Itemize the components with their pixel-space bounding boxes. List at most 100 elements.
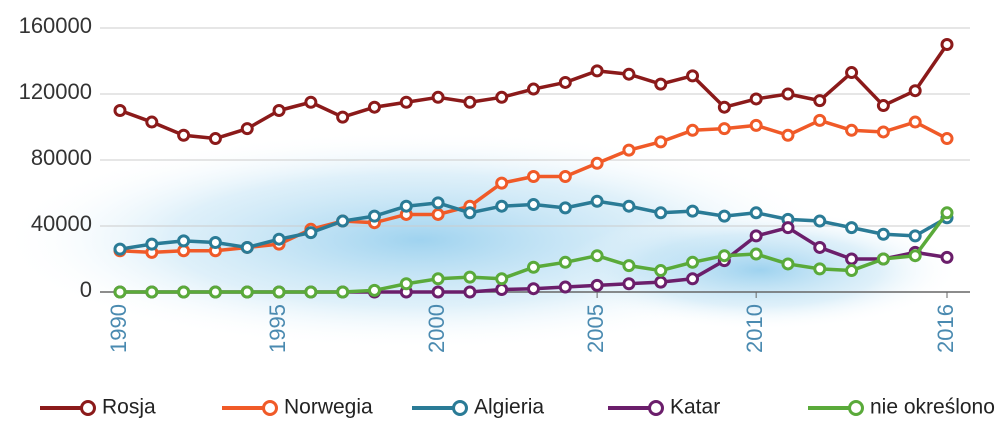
plot bbox=[113, 38, 954, 299]
point bbox=[654, 135, 668, 149]
point bbox=[940, 250, 954, 264]
y-tick-label: 40000 bbox=[31, 211, 92, 236]
point bbox=[145, 285, 159, 299]
point bbox=[590, 249, 604, 263]
point bbox=[749, 206, 763, 220]
point bbox=[781, 257, 795, 271]
point bbox=[781, 87, 795, 101]
point bbox=[431, 90, 445, 104]
point bbox=[272, 232, 286, 246]
point bbox=[208, 285, 222, 299]
point bbox=[145, 237, 159, 251]
legend-marker bbox=[80, 400, 96, 416]
point bbox=[622, 199, 636, 213]
legend: Rosja Norwegia Algieria Katar nie określono bbox=[40, 396, 995, 419]
point bbox=[876, 252, 890, 266]
point bbox=[940, 206, 954, 220]
point bbox=[654, 264, 668, 278]
legend-marker bbox=[262, 400, 278, 416]
point bbox=[113, 104, 127, 117]
point bbox=[527, 198, 540, 212]
point bbox=[304, 285, 318, 299]
point bbox=[749, 229, 763, 243]
point bbox=[590, 194, 604, 208]
point bbox=[813, 214, 827, 228]
point bbox=[558, 280, 572, 294]
point bbox=[431, 196, 445, 210]
point bbox=[399, 95, 413, 109]
point bbox=[558, 75, 572, 89]
point bbox=[908, 229, 922, 243]
point bbox=[940, 38, 954, 51]
point bbox=[717, 100, 731, 114]
point bbox=[940, 132, 954, 146]
point bbox=[304, 226, 318, 240]
point bbox=[463, 95, 477, 109]
point bbox=[845, 66, 859, 80]
point bbox=[495, 90, 509, 104]
point bbox=[813, 113, 827, 127]
grid: 0 40000 80000 120000 160000 1990 1995 2000 2005 2… bbox=[19, 13, 970, 353]
point bbox=[908, 249, 922, 263]
point bbox=[876, 125, 890, 139]
legend-label: Norwegia bbox=[284, 396, 373, 419]
y-tick-label: 160000 bbox=[19, 13, 92, 38]
x-tick-label: 1990 bbox=[106, 304, 131, 353]
point bbox=[272, 285, 286, 299]
point bbox=[463, 285, 477, 299]
point bbox=[527, 282, 540, 296]
point bbox=[463, 270, 477, 284]
point bbox=[749, 118, 763, 132]
legend-label: Katar bbox=[670, 396, 720, 419]
point bbox=[686, 255, 700, 269]
point bbox=[336, 285, 350, 299]
point bbox=[749, 247, 763, 261]
point bbox=[845, 252, 859, 266]
point bbox=[240, 285, 254, 299]
point bbox=[367, 283, 381, 297]
point bbox=[813, 94, 827, 108]
point bbox=[876, 227, 890, 241]
point bbox=[177, 128, 191, 142]
point bbox=[590, 278, 604, 292]
point bbox=[527, 170, 540, 183]
point bbox=[590, 156, 604, 170]
point bbox=[686, 123, 700, 137]
point bbox=[463, 206, 477, 220]
point bbox=[908, 115, 922, 129]
point bbox=[654, 275, 668, 289]
point bbox=[622, 143, 636, 157]
y-tick-label: 80000 bbox=[31, 145, 92, 170]
point bbox=[781, 128, 795, 142]
point bbox=[558, 170, 572, 183]
point bbox=[336, 214, 350, 228]
point bbox=[240, 122, 254, 136]
legend-label: Rosja bbox=[102, 396, 156, 419]
point bbox=[654, 77, 668, 91]
y-tick-label: 0 bbox=[80, 277, 92, 302]
point bbox=[431, 207, 445, 221]
point bbox=[304, 95, 318, 109]
point bbox=[717, 122, 731, 136]
x-tick-label: 2005 bbox=[583, 304, 608, 353]
point bbox=[622, 259, 636, 273]
point bbox=[177, 234, 191, 248]
legend-label: Algieria bbox=[474, 396, 544, 419]
point bbox=[113, 285, 127, 299]
point bbox=[908, 84, 922, 98]
point bbox=[527, 260, 540, 274]
point bbox=[686, 272, 700, 286]
legend-marker bbox=[452, 400, 468, 416]
point bbox=[717, 209, 731, 223]
point bbox=[845, 264, 859, 278]
point bbox=[717, 249, 731, 263]
point bbox=[399, 199, 413, 213]
point bbox=[558, 255, 572, 269]
y-tick-label: 120000 bbox=[19, 79, 92, 104]
point bbox=[622, 67, 636, 81]
point bbox=[495, 283, 509, 297]
background-glow bbox=[560, 210, 960, 330]
x-tick-label: 2016 bbox=[933, 304, 958, 353]
point bbox=[622, 277, 636, 291]
point bbox=[813, 240, 827, 254]
